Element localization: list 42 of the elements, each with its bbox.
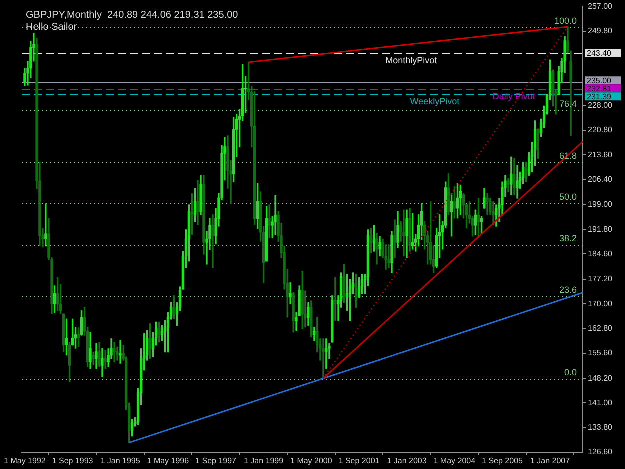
y-tick-label: 141.00 bbox=[588, 398, 614, 408]
x-tick-label: 1 Jan 1999 bbox=[244, 456, 284, 466]
y-tick-label: 133.80 bbox=[588, 423, 614, 432]
text: 235.00 bbox=[587, 76, 612, 86]
x-tick-label: 1 Jan 2003 bbox=[387, 456, 428, 466]
x-tick-label: 1 May 1992 bbox=[4, 456, 46, 466]
text: 231.39 bbox=[587, 92, 612, 102]
chart-title: GBPJPY,Monthly 240.89 244.06 219.31 235.00 bbox=[26, 10, 239, 21]
y-tick-label: 155.60 bbox=[588, 348, 614, 358]
x-tick-label: 1 Sep 1993 bbox=[52, 456, 94, 466]
y-tick-label: 148.20 bbox=[588, 374, 614, 383]
annotation: 100.0 bbox=[554, 16, 578, 26]
text: 232.81 bbox=[587, 84, 612, 94]
text: Hello Sailor bbox=[26, 22, 78, 33]
x-tick-label: 1 Sep 2001 bbox=[338, 456, 380, 466]
x-tick-label: 1 Sep 2005 bbox=[482, 456, 524, 466]
y-tick-label: 249.80 bbox=[588, 26, 614, 36]
annotation: 38.2 bbox=[559, 234, 578, 244]
y-tick-label: 206.40 bbox=[588, 174, 614, 184]
annotation: 50.0 bbox=[559, 192, 578, 202]
y-tick-label: 191.80 bbox=[588, 224, 614, 234]
y-tick-label: 257.00 bbox=[588, 2, 614, 12]
x-tick-label: 1 Jan 1995 bbox=[100, 456, 141, 466]
y-tick-label: 213.60 bbox=[588, 150, 614, 160]
ref-line-label: WeeklyPivot bbox=[410, 96, 460, 106]
x-tick-label: 1 Jan 2007 bbox=[530, 456, 571, 466]
y-tick-label: 177.20 bbox=[588, 274, 614, 284]
x-tick-label: 1 May 2004 bbox=[434, 456, 476, 466]
y-tick-label: 228.00 bbox=[588, 101, 614, 110]
x-tick-label: 1 Sep 1997 bbox=[196, 456, 238, 466]
y-tick-label: 199.00 bbox=[588, 200, 614, 210]
x-tick-label: 1 May 1996 bbox=[147, 456, 190, 466]
y-tick-label: 220.80 bbox=[588, 126, 614, 135]
y-tick-label: 184.60 bbox=[588, 249, 614, 258]
y-tick-label: 126.60 bbox=[588, 448, 614, 457]
y-tick-label: 170.00 bbox=[588, 299, 614, 308]
x-tick-label: 1 May 2000 bbox=[290, 456, 333, 466]
y-tick-label: 162.80 bbox=[588, 324, 614, 333]
text: 243.40 bbox=[587, 48, 612, 58]
annotation: 0.0 bbox=[564, 368, 578, 378]
ref-line-label: MonthlyPivot bbox=[386, 55, 438, 66]
annotation: 23.6 bbox=[559, 284, 578, 295]
